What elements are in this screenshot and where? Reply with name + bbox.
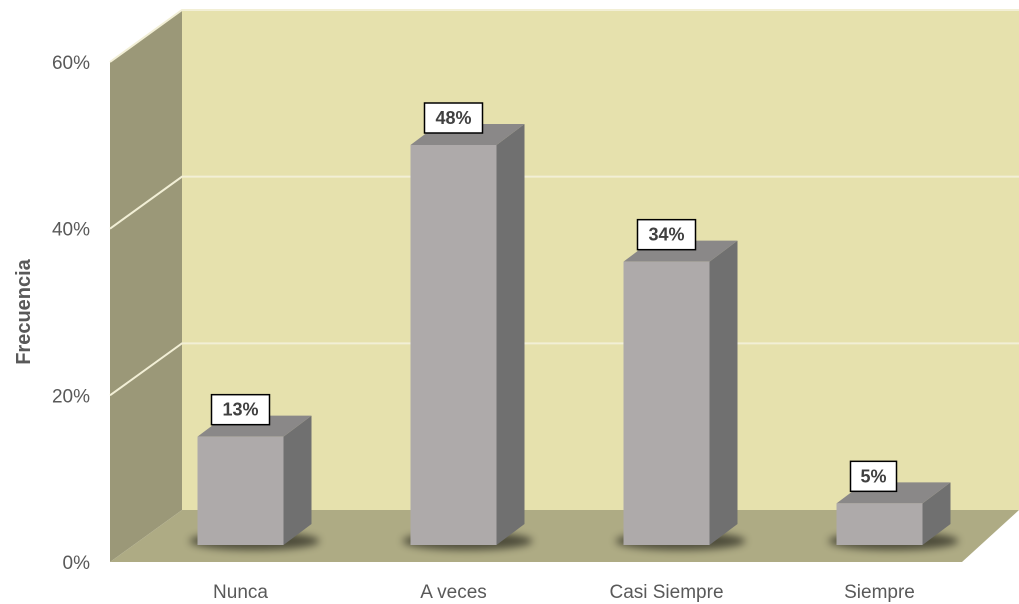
bar-front <box>410 145 497 545</box>
gridlines <box>109 9 1019 397</box>
data-label-box <box>423 102 484 134</box>
y-tick-label: 40% <box>52 220 90 241</box>
floor <box>110 510 1019 562</box>
bar-side <box>496 124 525 545</box>
data-label: 48% <box>435 108 471 128</box>
data-label: 34% <box>648 225 684 245</box>
data-label: 5% <box>860 466 886 486</box>
y-tick-label: 20% <box>52 386 90 407</box>
data-label: 13% <box>222 400 258 420</box>
side-wall <box>110 10 182 562</box>
bar-side <box>709 240 738 545</box>
data-label-box <box>636 218 697 251</box>
y-tick-label: 0% <box>63 553 91 574</box>
gridline <box>109 175 1019 230</box>
gridline <box>109 342 1019 397</box>
bar-front <box>197 436 284 545</box>
bars: 13% 48% 34% 5% <box>189 102 959 550</box>
bar-nunca: 13% <box>189 393 320 550</box>
x-category-label: A veces <box>420 582 487 603</box>
chart-walls <box>110 10 1019 562</box>
x-category-label: Casi Siempre <box>609 582 723 603</box>
bar-siempre: 5% <box>828 460 959 550</box>
bar-front <box>623 261 710 545</box>
y-axis-label: Frecuencia <box>13 258 35 364</box>
data-label-box <box>210 393 271 426</box>
bar-a-veces: 48% <box>402 102 533 550</box>
y-axis-ticks: 0% 20% 40% 60% <box>52 53 90 574</box>
bar-side <box>922 482 951 545</box>
x-axis-categories: Nunca A veces Casi Siempre Siempre <box>213 582 915 603</box>
x-category-label: Nunca <box>213 582 268 603</box>
gridline <box>109 9 1019 63</box>
bar-front <box>836 503 923 545</box>
bar-casi-siempre: 34% <box>615 218 746 550</box>
y-tick-label: 60% <box>52 53 90 74</box>
x-category-label: Siempre <box>844 582 915 603</box>
back-wall <box>182 10 1019 510</box>
bar-side <box>283 415 312 545</box>
data-label-box <box>849 460 898 493</box>
